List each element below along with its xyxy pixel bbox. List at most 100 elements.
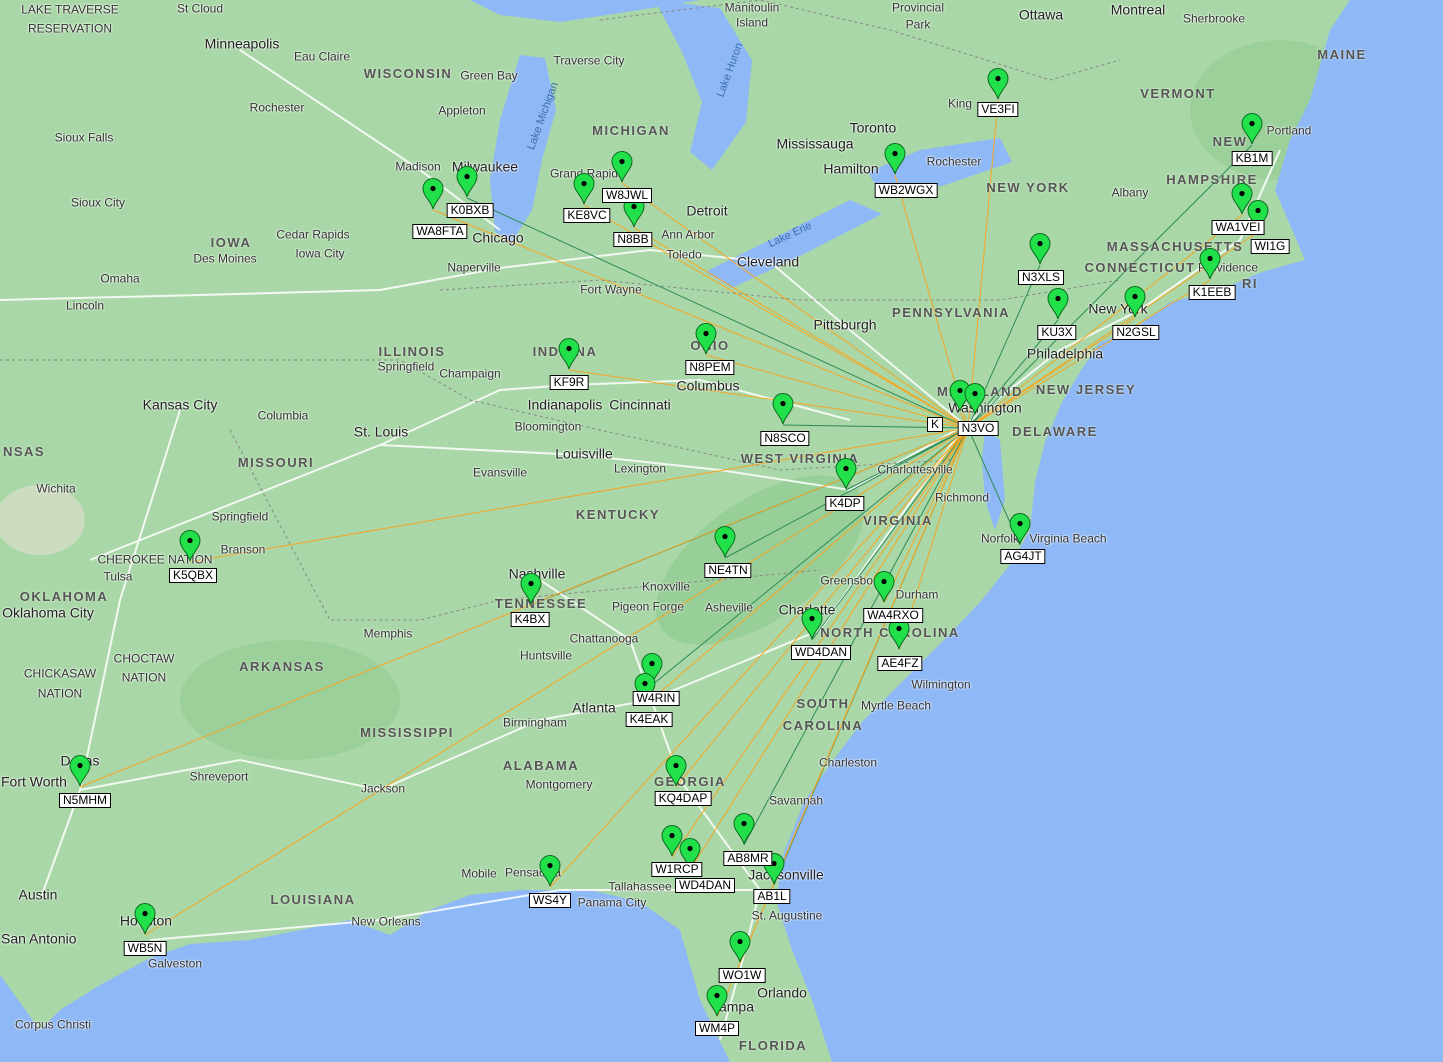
map-marker-icon[interactable] [1231, 183, 1253, 215]
marker-callsign-label[interactable]: KQ4DAP [654, 791, 712, 806]
place-label: Austin [18, 886, 58, 903]
marker-callsign-label[interactable]: K5QBX [168, 568, 218, 583]
marker-callsign-label[interactable]: WB5N [123, 941, 167, 956]
map-marker-icon[interactable] [456, 166, 478, 198]
marker-callsign-label[interactable]: W4RIN [632, 691, 680, 706]
map-marker-icon[interactable] [520, 573, 542, 605]
place-label: Ottawa [1018, 6, 1064, 23]
map-marker-icon[interactable] [695, 323, 717, 355]
marker-callsign-label[interactable]: K1EEB [1188, 285, 1236, 300]
map-marker-icon[interactable] [1124, 286, 1146, 318]
place-label: Springfield [377, 359, 435, 374]
map-marker-icon[interactable] [641, 653, 663, 685]
marker-callsign-label[interactable]: N8BB [613, 232, 653, 247]
marker-callsign-label[interactable]: WD4DAN [790, 645, 852, 660]
marker-callsign-label[interactable]: WA1VEI [1211, 220, 1265, 235]
map-marker-icon[interactable] [539, 855, 561, 887]
marker-callsign-label[interactable]: KB1M [1231, 151, 1273, 166]
marker-callsign-label[interactable]: WO1W [718, 968, 766, 983]
place-label: Wichita [36, 481, 76, 496]
map-marker-icon[interactable] [1029, 233, 1051, 265]
map-marker-icon[interactable] [772, 393, 794, 425]
place-label: Pigeon Forge [611, 599, 685, 614]
marker-callsign-label[interactable]: N3VO [957, 421, 999, 436]
place-label: FLORIDA [738, 1038, 808, 1053]
marker-callsign-label[interactable]: WB2WGX [874, 183, 938, 198]
marker-callsign-label[interactable]: K0BXB [446, 203, 494, 218]
place-label: Green Bay [460, 68, 518, 83]
place-label: KENTUCKY [575, 507, 661, 522]
map-marker-icon[interactable] [679, 838, 701, 870]
link-line [79, 427, 969, 788]
marker-callsign-label[interactable]: WI1G [1250, 239, 1290, 254]
place-label: Wilmington [911, 677, 971, 692]
marker-callsign-label[interactable]: N3XLS [1017, 270, 1065, 285]
place-label: Louisville [555, 445, 613, 462]
map-marker-icon[interactable] [801, 608, 823, 640]
place-label: Sioux City [70, 195, 126, 210]
atlantic-ocean [776, 0, 1443, 1062]
place-label: MAINE [1317, 47, 1367, 62]
link-line [716, 427, 969, 1018]
marker-callsign-label[interactable]: AB1L [753, 889, 791, 904]
map-marker-icon[interactable] [558, 338, 580, 370]
map-marker-icon[interactable] [1199, 248, 1221, 280]
place-label: CHICKASAW [23, 666, 97, 681]
place-label: Pittsburgh [813, 316, 877, 333]
map-marker-icon[interactable] [179, 530, 201, 562]
marker-callsign-label[interactable]: AG4JT [1000, 549, 1046, 564]
marker-callsign-label[interactable]: N8SCO [760, 431, 810, 446]
map-marker-icon[interactable] [573, 173, 595, 205]
marker-callsign-label[interactable]: W8JWL [602, 188, 652, 203]
map-marker-icon[interactable] [729, 931, 751, 963]
map-marker-icon[interactable] [134, 903, 156, 935]
map-marker-icon[interactable] [661, 825, 683, 857]
marker-callsign-label[interactable]: WA4RXO [863, 608, 923, 623]
marker-callsign-label[interactable]: K4BX [510, 612, 550, 627]
map-marker-icon[interactable] [706, 985, 728, 1017]
map-marker-icon[interactable] [873, 571, 895, 603]
map-marker-icon[interactable] [884, 143, 906, 175]
place-label: NSAS [2, 444, 46, 459]
marker-callsign-label[interactable]: N8PEM [685, 360, 735, 375]
marker-callsign-label[interactable]: N2GSL [1112, 325, 1160, 340]
map-marker-icon[interactable] [733, 813, 755, 845]
map-marker-icon[interactable] [714, 526, 736, 558]
map-marker-icon[interactable] [987, 68, 1009, 100]
place-label: Panama City [577, 895, 647, 910]
marker-callsign-label[interactable]: AB8MR [723, 851, 773, 866]
lake-ontario [868, 138, 1012, 192]
map-marker-icon[interactable] [665, 755, 687, 787]
marker-callsign-label[interactable]: AE4FZ [877, 656, 923, 671]
marker-callsign-label[interactable]: WA8FTA [412, 224, 468, 239]
marker-callsign-label[interactable]: KF9R [549, 375, 589, 390]
place-label: NEW [1212, 134, 1248, 149]
map-marker-icon[interactable] [964, 383, 986, 415]
map-marker-icon[interactable] [69, 755, 91, 787]
marker-callsign-label[interactable]: K [926, 417, 944, 432]
map-marker-icon[interactable] [1009, 513, 1031, 545]
place-label: MASSACHUSETTS [1106, 239, 1244, 254]
marker-callsign-label[interactable]: N5MHM [59, 793, 111, 808]
map-marker-icon[interactable] [835, 458, 857, 490]
place-label: RI [1242, 276, 1258, 291]
map-marker-icon[interactable] [611, 151, 633, 183]
marker-callsign-label[interactable]: K4DP [825, 496, 865, 511]
marker-callsign-label[interactable]: W1RCP [651, 862, 703, 877]
marker-callsign-label[interactable]: WS4Y [528, 893, 572, 908]
marker-callsign-label[interactable]: WD4DAN [674, 878, 736, 893]
map-marker-icon[interactable] [422, 178, 444, 210]
marker-callsign-label[interactable]: WM4P [695, 1021, 739, 1036]
map-marker-icon[interactable] [1247, 200, 1269, 232]
place-label: NATION [37, 686, 83, 701]
marker-callsign-label[interactable]: NE4TN [704, 563, 752, 578]
marker-callsign-label[interactable]: KE8VC [563, 208, 611, 223]
map-marker-icon[interactable] [1241, 113, 1263, 145]
place-label: Memphis [363, 626, 413, 641]
place-label: OKLAHOMA [19, 589, 109, 604]
map-marker-icon[interactable] [1047, 288, 1069, 320]
marker-callsign-label[interactable]: KU3X [1037, 325, 1077, 340]
marker-callsign-label[interactable]: VE3FI [977, 102, 1019, 117]
marker-callsign-label[interactable]: K4EAK [625, 712, 673, 727]
